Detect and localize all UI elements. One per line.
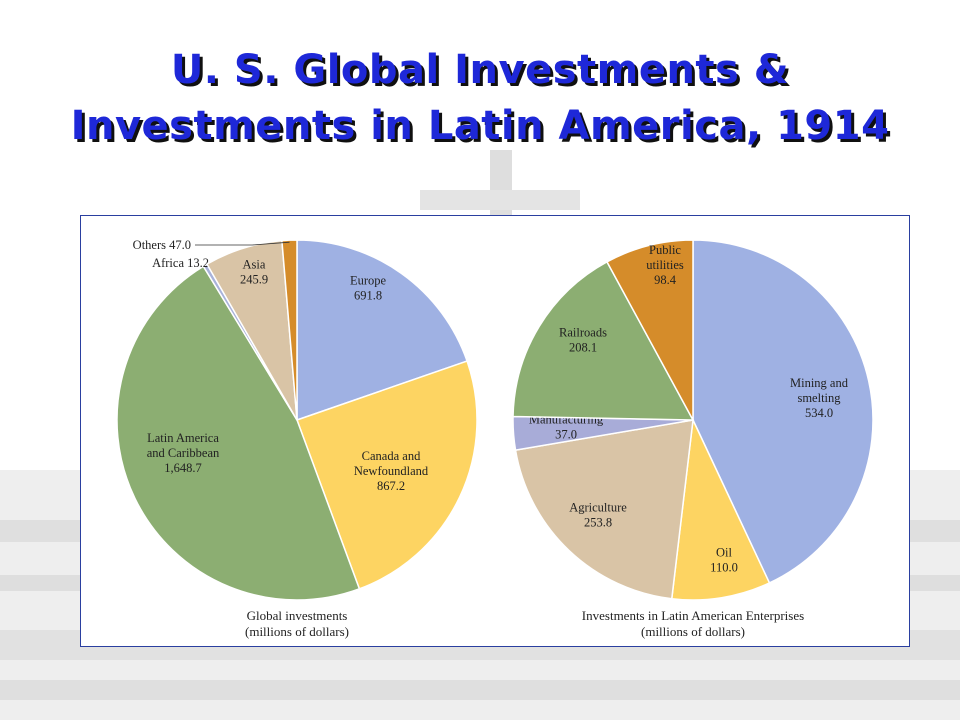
slice-label-others: Others 47.0 xyxy=(133,238,191,252)
slice-value-manufacturing: 37.0 xyxy=(555,428,577,442)
latin-caption-line-1: Investments in Latin American Enterprise… xyxy=(582,608,804,623)
slice-others xyxy=(281,239,298,421)
slice-label-latin-america-and-caribbean: Latin America xyxy=(147,431,219,445)
slide-title-line-1: U. S. Global Investments & xyxy=(170,47,790,93)
slice-label-africa: Africa 13.2 xyxy=(152,256,209,270)
slice-label-mining-and-smelting: Mining and xyxy=(790,376,849,390)
slice-value-canada-and-newfoundland: 867.2 xyxy=(377,479,405,493)
slice-label-latin-america-and-caribbean: and Caribbean xyxy=(147,446,220,460)
slice-latin-america-and-caribbean xyxy=(116,265,361,601)
latin-caption-line-2: (millions of dollars) xyxy=(641,624,745,639)
slice-label-canada-and-newfoundland: Newfoundland xyxy=(354,464,429,478)
figure-panel: Europe 691.8 Canada and Newfoundland 867.2 La… xyxy=(80,215,910,647)
slice-label-agriculture: Agriculture xyxy=(569,501,627,515)
slice-label-railroads: Railroads xyxy=(559,326,607,340)
slice-label-asia: Asia xyxy=(243,258,266,272)
slice-label-canada-and-newfoundland: Canada and xyxy=(362,449,421,463)
slice-label-oil: Oil xyxy=(716,546,733,560)
global-caption-line-2: (millions of dollars) xyxy=(245,624,349,639)
slice-mining-and-smelting xyxy=(692,239,874,584)
slice-value-public-utilities: 98.4 xyxy=(654,273,677,287)
leader-line-others xyxy=(195,241,290,246)
slice-value-europe: 691.8 xyxy=(354,289,382,303)
slide-title: U. S. Global Investments & Investments i… xyxy=(0,42,960,154)
slice-value-railroads: 208.1 xyxy=(569,341,597,355)
slice-value-asia: 245.9 xyxy=(240,273,268,287)
slice-value-latin-america-and-caribbean: 1,648.7 xyxy=(164,461,202,475)
slice-agriculture xyxy=(514,419,694,600)
slice-value-oil: 110.0 xyxy=(710,561,738,575)
slice-oil xyxy=(670,417,771,601)
slice-label-mining-and-smelting: smelting xyxy=(797,391,841,405)
slice-label-public-utilities: Public xyxy=(649,243,681,257)
slice-label-europe: Europe xyxy=(350,274,387,288)
slice-railroads xyxy=(512,260,695,421)
slice-canada-and-newfoundland xyxy=(296,360,478,590)
slide-title-line-2: Investments in Latin America, 1914 xyxy=(70,103,890,149)
slice-value-agriculture: 253.8 xyxy=(584,516,612,530)
slice-public-utilities xyxy=(605,239,694,421)
slice-label-public-utilities: utilities xyxy=(646,258,684,272)
global-caption-line-1: Global investments xyxy=(247,608,348,623)
slice-value-mining-and-smelting: 534.0 xyxy=(805,406,833,420)
